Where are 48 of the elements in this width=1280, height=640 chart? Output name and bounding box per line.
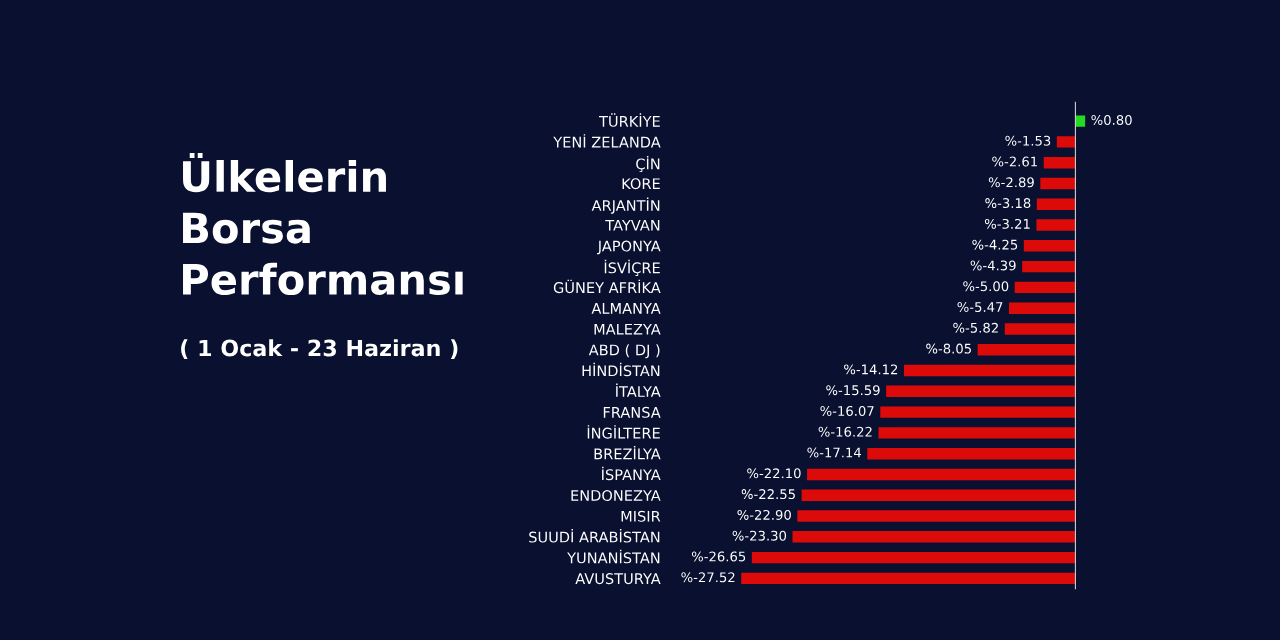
data-label: %-3.18 <box>985 198 1031 209</box>
y-tick-label: JAPONYA <box>597 240 661 255</box>
y-tick-label: MALEZYA <box>594 323 661 335</box>
text: Ülkelerin Borsa Performansı <box>183 153 463 296</box>
y-tick-label: İSVİÇRE <box>604 259 660 276</box>
data-label: %-5.82 <box>953 322 998 333</box>
y-tick-label: TÜRKİYE <box>598 113 660 127</box>
y-tick-label: ABD ( DJ ) <box>588 344 660 359</box>
y-tick-label: İNGİLTERE <box>587 425 660 439</box>
data-label: %-3.21 <box>984 218 1030 229</box>
y-tick-label: ALMANYA <box>591 303 661 314</box>
data-label: %-8.05 <box>926 343 971 354</box>
data-label: %-22.55 <box>741 489 795 500</box>
data-label: %-5.00 <box>963 281 1009 292</box>
y-tick-label: ÇİN <box>636 155 660 173</box>
y-tick-label: BREZİLYA <box>594 445 661 460</box>
text: ( 1 Ocak - 23 Haziran ) <box>181 339 458 360</box>
data-label: %0.80 <box>1091 114 1132 125</box>
y-tick-label: İTALYA <box>616 383 661 397</box>
data-label: %-4.25 <box>972 239 1018 250</box>
y-tick-label: FRANSA <box>603 406 661 418</box>
data-label: %-16.22 <box>818 426 872 437</box>
data-label: %-2.61 <box>992 156 1037 167</box>
y-tick-label: AVUSTURYA <box>575 573 661 585</box>
y-tick-label: TAYVAN <box>605 219 660 231</box>
data-label: %-17.14 <box>807 447 861 458</box>
data-label: %-22.90 <box>737 509 791 520</box>
data-label: %-4.39 <box>970 260 1016 271</box>
y-tick-label: MISIR <box>621 510 661 522</box>
data-label: %-23.30 <box>732 530 787 541</box>
y-tick-label: YENİ ZELANDA <box>553 134 661 148</box>
data-label: %-26.65 <box>691 551 746 562</box>
data-label: %-14.12 <box>844 364 898 375</box>
data-label: %-15.59 <box>826 385 880 396</box>
data-label: %-16.07 <box>820 405 874 416</box>
y-tick-label: ARJANTİN <box>591 197 660 214</box>
data-label: %-22.10 <box>747 468 801 479</box>
data-label: %-2.89 <box>988 177 1034 188</box>
y-tick-label: SUUDİ ARABİSTAN <box>529 529 660 543</box>
y-tick-label: HİNDİSTAN <box>582 362 660 377</box>
data-label: %-27.52 <box>681 572 735 583</box>
y-tick-label: KORE <box>622 178 660 190</box>
y-tick-label: YUNANİSTAN <box>567 549 660 564</box>
y-tick-label: GÜNEY AFRİKA <box>553 279 661 294</box>
data-label: %-5.47 <box>957 302 1003 313</box>
data-label: %-1.53 <box>1005 135 1051 146</box>
y-tick-label: ENDONEZYA <box>571 489 661 502</box>
y-tick-label: İSPANYA <box>602 466 661 481</box>
